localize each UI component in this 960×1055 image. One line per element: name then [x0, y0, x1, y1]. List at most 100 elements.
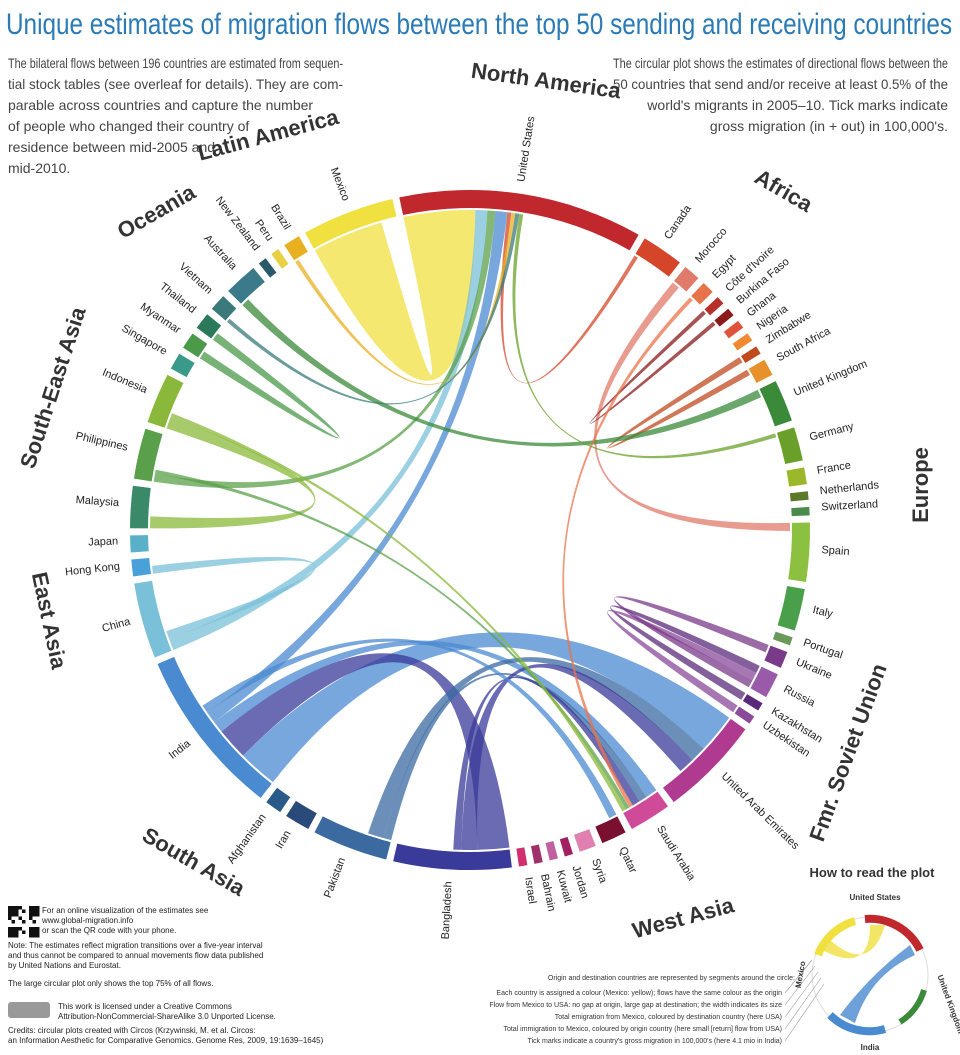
country-segment [573, 829, 596, 852]
country-segment [130, 535, 149, 553]
flow-ribbon [242, 632, 730, 783]
qr-cell [11, 906, 15, 910]
qr-cell [18, 906, 22, 910]
country-label: Singapore [119, 322, 168, 357]
country-label: Afghanistan [225, 812, 268, 866]
howto-leader [784, 971, 819, 1018]
country-label: Philippines [75, 430, 130, 454]
howto-item: Flow from Mexico to USA: no gap at origi… [489, 1002, 782, 1009]
qr-cell [36, 906, 40, 910]
country-label: Saudi Arabia [654, 824, 698, 884]
qr-cell [32, 927, 36, 931]
country-segment [777, 585, 805, 631]
qr-cell [8, 930, 12, 934]
qr-cell [36, 930, 40, 934]
country-label: Brazil [268, 202, 293, 232]
flow-ribbon [610, 605, 760, 700]
text-line: mid-2010. [8, 160, 70, 176]
flows [150, 209, 790, 850]
flow-ribbon [589, 310, 716, 425]
qr-cell [29, 930, 33, 934]
country-segment [516, 847, 528, 867]
qr-cell [36, 934, 40, 938]
country-segment [399, 190, 639, 251]
qr-cell [8, 906, 12, 910]
country-segment [305, 198, 397, 249]
region-label: South-East Asia [15, 303, 91, 471]
country-label: Ukraine [794, 656, 834, 682]
howto-title: How to read the plot [810, 865, 936, 880]
text-line: an Information Aesthetic for Comparative… [8, 1036, 324, 1045]
flow-ribbon [461, 663, 693, 850]
text-line: This work is licensed under a Creative C… [58, 1002, 232, 1011]
howto-item: Total emigration from Mexico, coloured b… [555, 1014, 782, 1021]
qr-cell [11, 913, 15, 917]
mini-diagram [811, 914, 929, 1036]
country-segment [284, 236, 308, 261]
country-segment [545, 841, 558, 861]
country-segment [133, 428, 163, 482]
qr-cell [15, 906, 19, 910]
flow-ribbon [607, 357, 750, 449]
qr-cell [32, 906, 36, 910]
country-label: China [101, 615, 133, 634]
howto-label: United States [849, 893, 901, 902]
country-segment [134, 580, 172, 658]
howto-label: United Kingdom [936, 974, 960, 1035]
country-segment [196, 314, 222, 339]
country-segment [147, 374, 184, 428]
region-label: Europe [908, 447, 933, 523]
country-label: Myanmar [138, 301, 183, 337]
text-line: The circular plot shows the estimates of… [613, 55, 948, 71]
qr-cell [15, 909, 19, 913]
country-segment [741, 346, 761, 363]
howto-label: India [861, 1043, 880, 1052]
country-segment [734, 706, 755, 724]
country-label: Syria [589, 857, 609, 885]
qr-cell [11, 930, 15, 934]
flow-ribbon [150, 417, 316, 529]
flow-ribbon [221, 653, 510, 850]
country-label: Kuwait [554, 869, 574, 904]
howto-leader [784, 965, 816, 1006]
region-label: Oceania [113, 179, 200, 244]
qr-cell [8, 913, 12, 917]
country-segment [788, 522, 810, 583]
howto-leader [784, 983, 825, 1042]
qr-cell [32, 913, 36, 917]
country-label: Mexico [328, 166, 352, 203]
country-label: Thailand [157, 281, 198, 316]
country-label: Vietnam [177, 261, 215, 297]
qr-cell [29, 916, 33, 920]
howto-item: Each country is assigned a colour (Mexic… [496, 990, 782, 997]
region-label: North America [470, 58, 624, 104]
text-line: by United Nations and Eurostat. [8, 961, 121, 970]
howto-leader [784, 977, 822, 1030]
text-line: or scan the QR code with your phone. [42, 926, 176, 935]
howto-intro: Origin and destination countries are rep… [548, 975, 795, 982]
title: Unique estimates of migration flows betw… [6, 8, 952, 41]
country-segment [714, 308, 734, 327]
qr-cell [32, 909, 36, 913]
country-label: France [816, 459, 852, 476]
flow-ribbon [214, 640, 657, 797]
qr-cell [32, 930, 36, 934]
text-line: residence between mid-2005 and [8, 139, 215, 155]
country-segment [258, 258, 277, 278]
text-line: Note: The estimates reflect migration tr… [8, 941, 263, 950]
country-segment [595, 816, 626, 844]
country-label: United States [515, 115, 537, 183]
text-line: www.global-migration.info [41, 916, 134, 925]
country-segment [662, 718, 746, 803]
country-segment [723, 320, 744, 339]
qr-cell [32, 920, 36, 924]
country-label: Netherlands [819, 479, 880, 497]
country-label: Italy [811, 604, 834, 621]
text-line: world's migrants in 2005–10. Tick marks … [646, 97, 948, 113]
country-label: Canada [662, 202, 694, 241]
qr-cell [29, 909, 33, 913]
country-segment [759, 381, 792, 427]
qr-cell [32, 934, 36, 938]
text-line: The bilateral flows between 196 countrie… [8, 55, 343, 71]
country-segment [750, 666, 778, 698]
